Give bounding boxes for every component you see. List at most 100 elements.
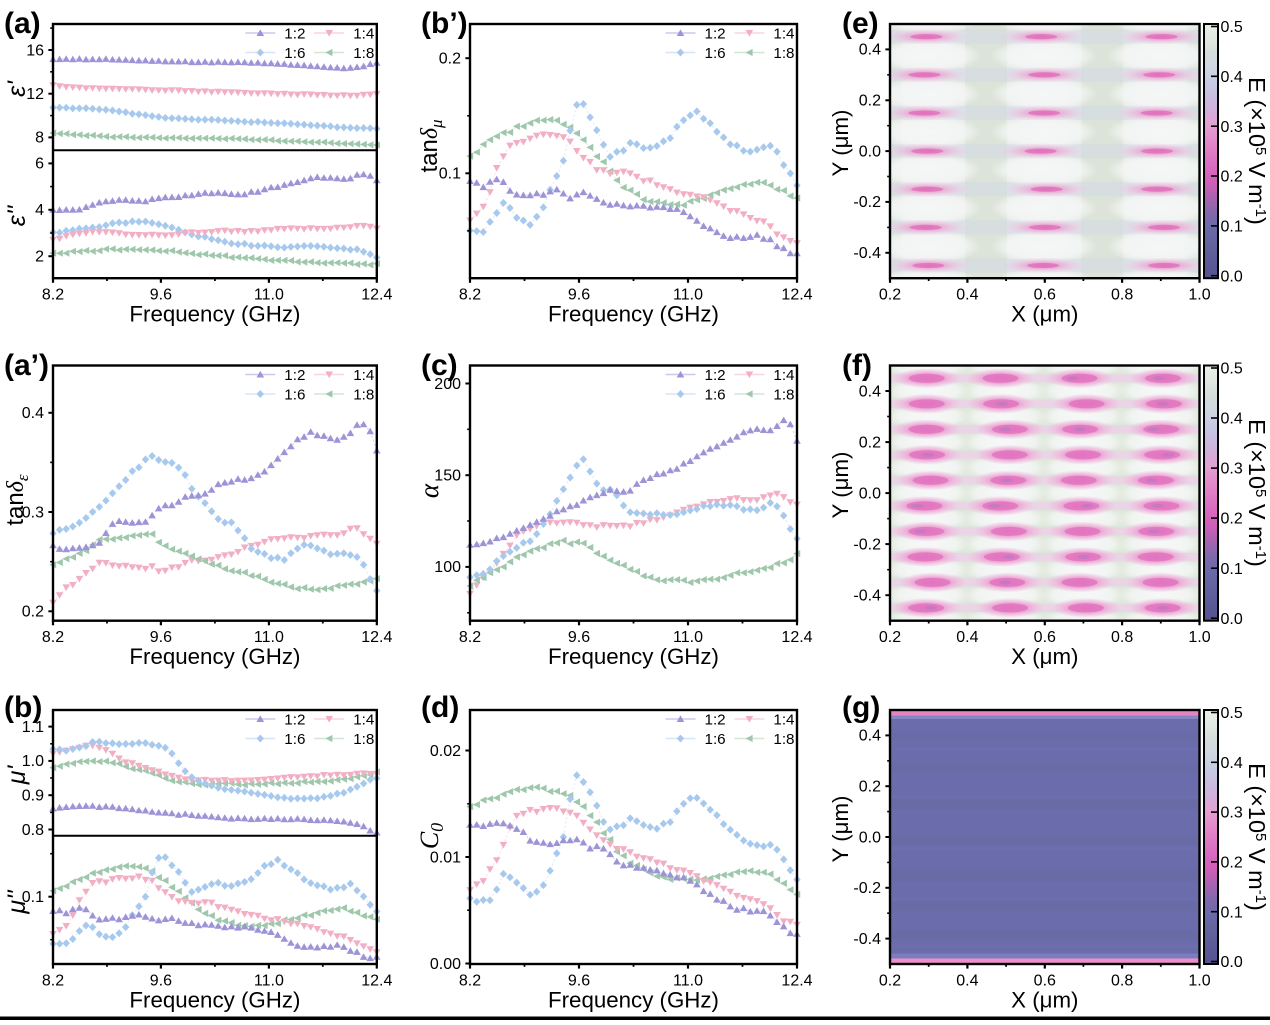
svg-text:11.0: 11.0: [254, 629, 284, 646]
svg-text:0.1: 0.1: [1221, 219, 1243, 236]
svg-text:0.2: 0.2: [879, 629, 901, 646]
svg-text:0.3: 0.3: [22, 504, 44, 521]
svg-text:0.3: 0.3: [1221, 119, 1243, 136]
svg-text:0.2: 0.2: [859, 434, 881, 451]
svg-text:-0.2: -0.2: [853, 194, 881, 211]
svg-text:150: 150: [434, 468, 461, 485]
svg-text:ε': ε': [3, 80, 31, 97]
svg-text:0.0: 0.0: [859, 485, 881, 502]
svg-text:0.2: 0.2: [859, 93, 881, 110]
svg-text:(b): (b): [4, 691, 42, 724]
svg-text:12.4: 12.4: [781, 287, 812, 304]
svg-text:11.0: 11.0: [673, 629, 703, 646]
svg-text:1:8: 1:8: [353, 731, 374, 748]
svg-text:Frequency (GHz): Frequency (GHz): [548, 302, 719, 327]
svg-text:12.4: 12.4: [781, 973, 812, 990]
svg-text:0.2: 0.2: [879, 287, 901, 304]
svg-text:12: 12: [26, 86, 44, 103]
svg-text:1:6: 1:6: [705, 731, 726, 748]
svg-text:100: 100: [434, 559, 461, 576]
svg-text:0.1: 0.1: [439, 166, 461, 183]
svg-text:0.2: 0.2: [1221, 511, 1243, 528]
svg-text:1:4: 1:4: [773, 367, 794, 384]
svg-text:1:6: 1:6: [284, 386, 305, 403]
svg-text:1:4: 1:4: [353, 711, 374, 728]
svg-text:1.0: 1.0: [1188, 629, 1210, 646]
svg-text:ε'': ε'': [3, 205, 31, 227]
svg-text:0.2: 0.2: [879, 973, 901, 990]
svg-text:(e): (e): [842, 7, 879, 40]
svg-text:Frequency (GHz): Frequency (GHz): [548, 988, 719, 1013]
svg-text:1:8: 1:8: [353, 386, 374, 403]
svg-text:9.6: 9.6: [150, 629, 172, 646]
svg-text:9.6: 9.6: [568, 629, 590, 646]
svg-text:1:6: 1:6: [705, 386, 726, 403]
svg-text:8.2: 8.2: [459, 629, 481, 646]
svg-text:12.4: 12.4: [361, 287, 392, 304]
svg-text:16: 16: [26, 42, 44, 59]
svg-text:6: 6: [35, 156, 44, 173]
svg-text:Frequency (GHz): Frequency (GHz): [129, 988, 300, 1013]
svg-text:μ'': μ'': [3, 889, 31, 914]
svg-text:0.1: 0.1: [1221, 904, 1243, 921]
svg-text:8.2: 8.2: [42, 973, 64, 990]
svg-text:1:8: 1:8: [353, 45, 374, 62]
svg-text:0.5: 0.5: [1221, 705, 1243, 722]
svg-text:0.4: 0.4: [956, 629, 978, 646]
svg-text:0.2: 0.2: [1221, 855, 1243, 872]
svg-text:1:4: 1:4: [353, 25, 374, 42]
svg-text:X (μm): X (μm): [1011, 302, 1078, 327]
svg-text:1:6: 1:6: [705, 45, 726, 62]
svg-text:0.8: 0.8: [22, 822, 44, 839]
svg-text:8.2: 8.2: [42, 629, 64, 646]
svg-text:0.1: 0.1: [1221, 561, 1243, 578]
svg-text:0.3: 0.3: [1221, 805, 1243, 822]
svg-text:0.4: 0.4: [1221, 755, 1243, 772]
svg-text:0.01: 0.01: [430, 849, 461, 866]
svg-text:1:8: 1:8: [773, 386, 794, 403]
svg-text:1:4: 1:4: [773, 711, 794, 728]
svg-text:200: 200: [434, 376, 461, 393]
svg-text:0.4: 0.4: [956, 287, 978, 304]
svg-text:0.4: 0.4: [859, 728, 881, 745]
svg-text:-0.4: -0.4: [853, 931, 881, 948]
svg-text:1:4: 1:4: [353, 367, 374, 384]
svg-text:1:4: 1:4: [773, 25, 794, 42]
svg-text:1.0: 1.0: [1188, 973, 1210, 990]
svg-text:0.02: 0.02: [430, 743, 461, 760]
svg-text:X (μm): X (μm): [1011, 644, 1078, 669]
svg-text:8: 8: [35, 130, 44, 147]
svg-text:-0.4: -0.4: [853, 245, 881, 262]
svg-text:11.0: 11.0: [673, 973, 703, 990]
svg-text:0.4: 0.4: [1221, 69, 1243, 86]
svg-text:Frequency (GHz): Frequency (GHz): [129, 302, 300, 327]
svg-text:1.0: 1.0: [1188, 287, 1210, 304]
svg-text:1:2: 1:2: [705, 367, 726, 384]
svg-text:0.2: 0.2: [22, 604, 44, 621]
svg-text:8.2: 8.2: [459, 287, 481, 304]
svg-text:0.2: 0.2: [439, 51, 461, 68]
svg-text:1:6: 1:6: [284, 731, 305, 748]
svg-text:0.5: 0.5: [1221, 361, 1243, 378]
svg-text:0.2: 0.2: [859, 779, 881, 796]
svg-text:1:2: 1:2: [705, 711, 726, 728]
svg-text:X (μm): X (μm): [1011, 988, 1078, 1013]
svg-text:0.0: 0.0: [859, 143, 881, 160]
svg-text:1:2: 1:2: [284, 711, 305, 728]
svg-text:Y (μm): Y (μm): [828, 452, 853, 519]
svg-text:(a): (a): [4, 7, 41, 40]
svg-text:tanδμ: tanδμ: [416, 119, 446, 172]
svg-text:tanδε: tanδε: [2, 474, 32, 526]
svg-text:1:8: 1:8: [773, 731, 794, 748]
svg-text:0.3: 0.3: [1221, 461, 1243, 478]
svg-text:1.1: 1.1: [22, 719, 44, 736]
svg-text:1:2: 1:2: [284, 367, 305, 384]
svg-text:Y (μm): Y (μm): [828, 110, 853, 177]
svg-text:Frequency (GHz): Frequency (GHz): [129, 644, 300, 669]
svg-text:Frequency (GHz): Frequency (GHz): [548, 644, 719, 669]
svg-text:9.6: 9.6: [568, 287, 590, 304]
svg-text:0.8: 0.8: [1111, 973, 1133, 990]
svg-text:0.0: 0.0: [1221, 954, 1243, 971]
svg-text:0.9: 0.9: [22, 788, 44, 805]
svg-text:2: 2: [35, 249, 44, 266]
